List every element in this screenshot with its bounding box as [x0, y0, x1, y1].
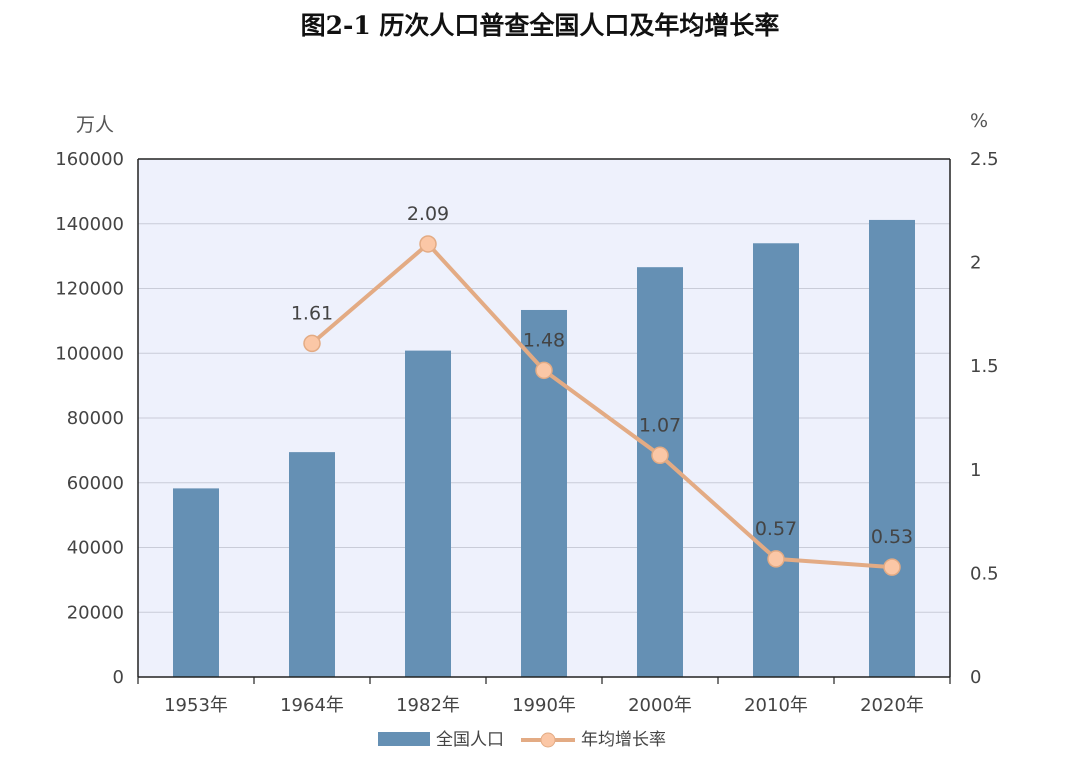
growth-rate-point [767, 550, 785, 568]
line-series [303, 235, 901, 576]
legend-line-label: 年均增长率 [581, 730, 666, 750]
legend: 全国人口 年均增长率 [378, 730, 666, 750]
bar [637, 267, 683, 677]
right-axis-ticks: 0 0.5 1 1.5 2 2.5 [970, 149, 999, 688]
right-tick-label: 0.5 [970, 563, 999, 584]
x-category-label: 2020年 [860, 695, 924, 716]
axes [137, 158, 951, 684]
x-category-label: 1953年 [164, 695, 228, 716]
right-axis-unit: % [970, 110, 988, 132]
x-category-label: 1982年 [396, 695, 460, 716]
bar [753, 243, 799, 677]
growth-rate-data-label: 0.53 [871, 526, 913, 548]
x-category-label: 1990年 [512, 695, 576, 716]
growth-rate-data-label: 1.48 [523, 329, 565, 351]
right-tick-label: 0 [970, 667, 981, 688]
left-tick-label: 100000 [55, 343, 124, 364]
bar [869, 219, 915, 677]
left-tick-label: 0 [113, 667, 124, 688]
bar [289, 452, 335, 677]
growth-rate-data-label: 0.57 [755, 518, 797, 540]
growth-rate-point [651, 446, 669, 465]
left-tick-label: 40000 [67, 538, 124, 559]
chart-title: 图2-1 历次人口普查全国人口及年均增长率 [300, 11, 780, 40]
right-tick-label: 2 [970, 253, 981, 274]
left-axis-ticks: 0 20000 40000 60000 80000 100000 120000 140000 1… [55, 149, 124, 688]
legend-bar-label: 全国人口 [436, 730, 504, 750]
growth-rate-data-label: 1.07 [639, 414, 681, 436]
bar [173, 488, 219, 677]
right-tick-label: 2.5 [970, 149, 999, 170]
left-tick-label: 140000 [55, 214, 124, 235]
right-tick-label: 1.5 [970, 356, 999, 377]
legend-line-marker [540, 732, 556, 748]
x-category-label: 2010年 [744, 695, 808, 716]
left-tick-label: 120000 [55, 279, 124, 300]
legend-bar-swatch [378, 732, 430, 746]
bar-series [173, 219, 915, 677]
left-tick-label: 60000 [67, 473, 124, 494]
bar [405, 350, 451, 677]
growth-rate-point [535, 361, 553, 380]
left-tick-label: 80000 [67, 408, 124, 429]
data-labels: 1.61 2.09 1.48 1.07 0.57 0.53 [291, 203, 913, 548]
left-tick-label: 20000 [67, 602, 124, 623]
growth-rate-data-label: 2.09 [407, 203, 449, 225]
growth-rate-point [303, 334, 321, 353]
growth-rate-point [883, 558, 901, 576]
growth-rate-line [310, 241, 893, 570]
left-tick-label: 160000 [55, 149, 124, 170]
left-axis-unit: 万人 [76, 114, 114, 136]
x-category-label: 2000年 [628, 695, 692, 716]
growth-rate-point [419, 235, 437, 253]
x-category-label: 1964年 [280, 695, 344, 716]
growth-rate-data-label: 1.61 [291, 302, 333, 324]
x-axis-categories: 1953年 1964年 1982年 1990年 2000年 2010年 2020年 [164, 695, 924, 716]
right-tick-label: 1 [970, 460, 981, 481]
